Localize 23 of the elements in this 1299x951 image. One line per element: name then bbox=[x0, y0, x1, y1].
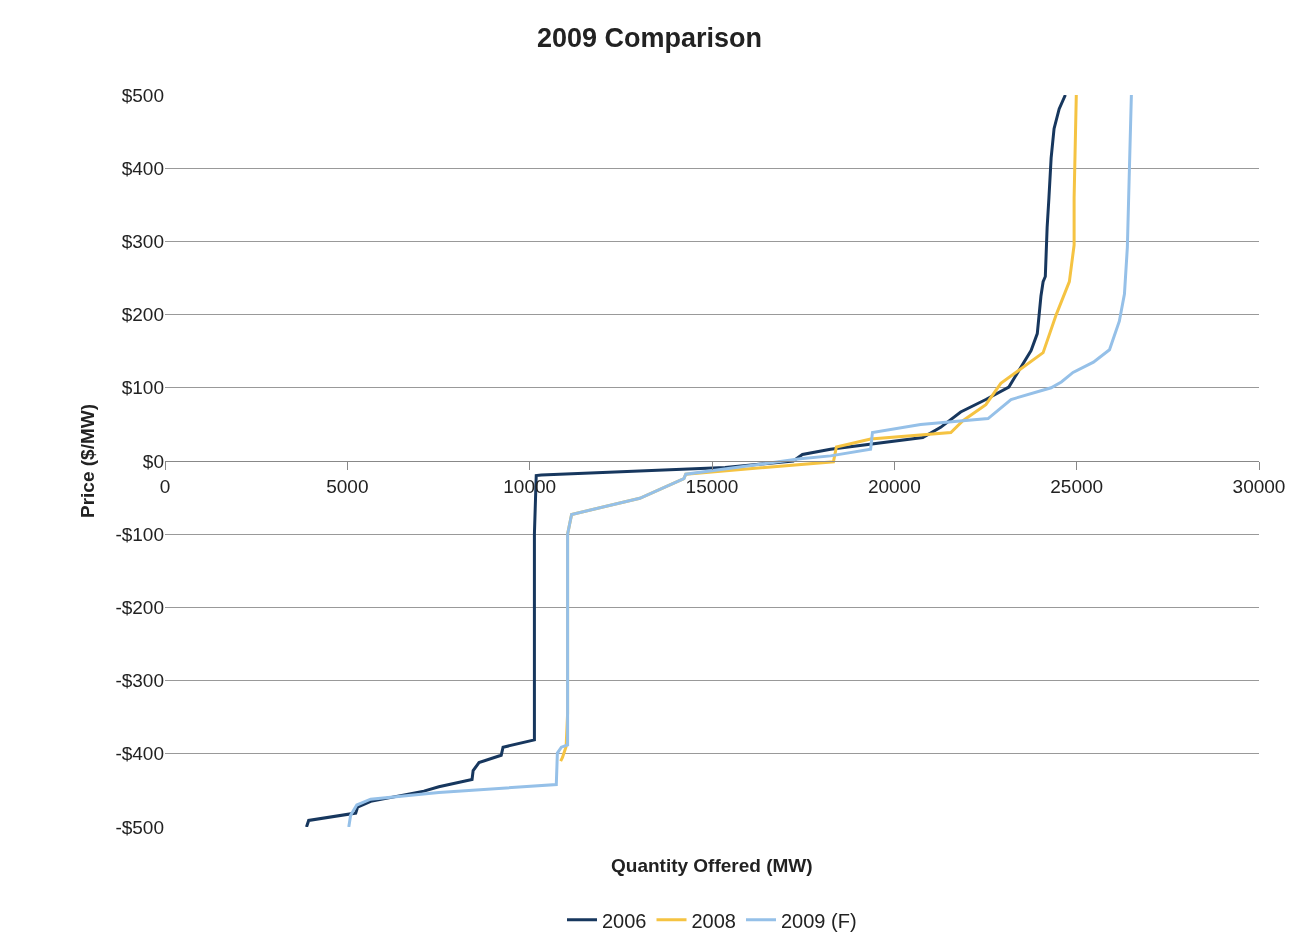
x-tick-label: 25000 bbox=[1050, 475, 1104, 497]
legend-label: 2006 bbox=[602, 909, 647, 932]
y-tick-label: $500 bbox=[121, 84, 164, 106]
y-tick-label: -$100 bbox=[115, 523, 164, 545]
legend-label: 2009 (F) bbox=[781, 909, 857, 932]
y-tick-label: $400 bbox=[121, 157, 164, 179]
y-tick-label: $0 bbox=[142, 450, 164, 472]
y-tick-label: $300 bbox=[121, 231, 164, 253]
x-tick-label: 0 bbox=[159, 475, 171, 497]
y-tick-label: $200 bbox=[121, 304, 164, 326]
x-tick-label: 15000 bbox=[685, 475, 739, 497]
y-tick-label: -$500 bbox=[115, 816, 164, 838]
chart-title: 2009 Comparison bbox=[536, 23, 763, 54]
x-tick-label: 20000 bbox=[867, 475, 921, 497]
y-tick-label: -$300 bbox=[115, 670, 164, 692]
y-axis-title: Price ($/MW) bbox=[77, 403, 99, 519]
legend-label: 2008 bbox=[691, 909, 736, 932]
y-tick-label: -$400 bbox=[115, 743, 164, 765]
x-axis-title: Quantity Offered (MW) bbox=[611, 855, 813, 876]
x-tick-label: 5000 bbox=[326, 475, 369, 497]
x-tick-label: 30000 bbox=[1232, 475, 1286, 497]
y-tick-label: -$200 bbox=[115, 597, 164, 619]
y-tick-label: $100 bbox=[121, 377, 164, 399]
